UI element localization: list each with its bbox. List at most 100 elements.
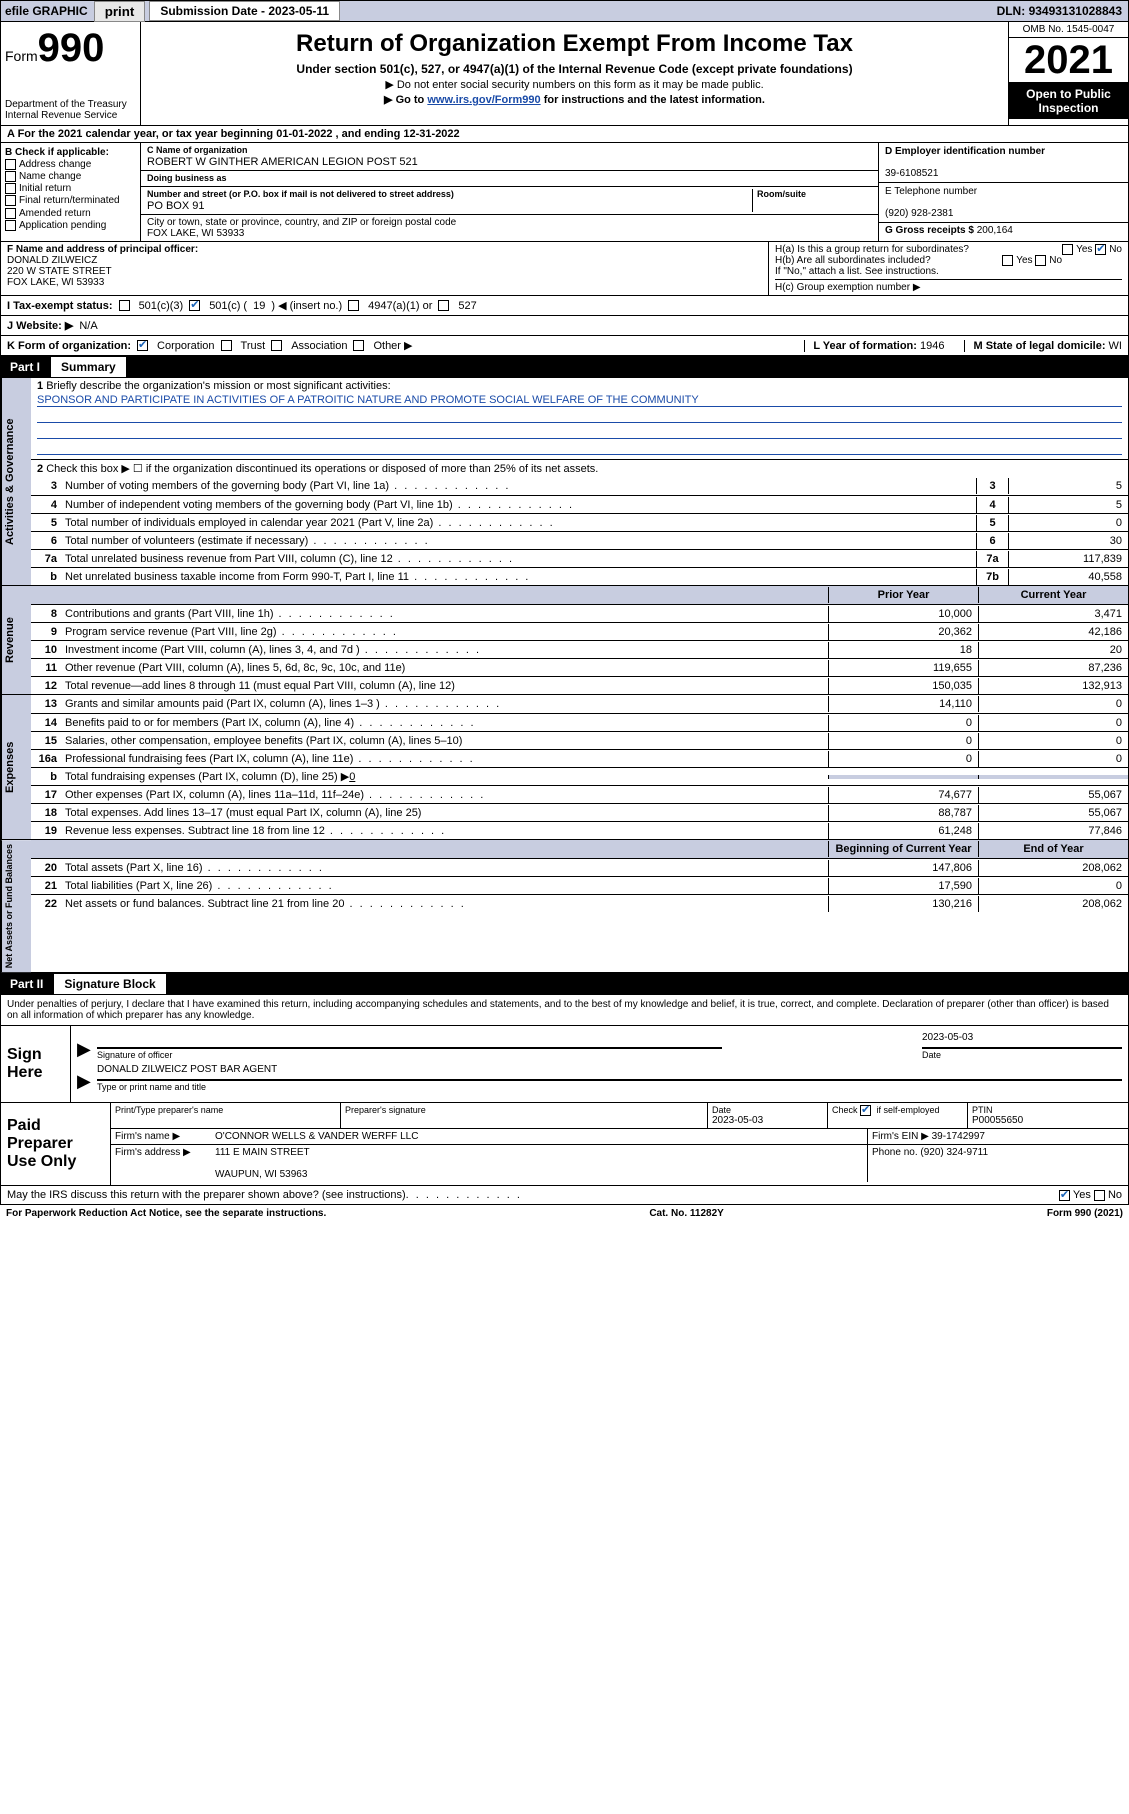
submission-date-label: Submission Date - bbox=[160, 4, 268, 18]
line-4: 4Number of independent voting members of… bbox=[31, 495, 1128, 513]
l-label: L Year of formation: bbox=[813, 340, 920, 352]
chk-app-pending[interactable] bbox=[5, 220, 16, 231]
chk-other[interactable] bbox=[353, 340, 364, 351]
prep-date: Date2023-05-03 bbox=[708, 1103, 828, 1128]
l14-prior: 0 bbox=[828, 715, 978, 731]
l1-value: SPONSOR AND PARTICIPATE IN ACTIVITIES OF… bbox=[37, 394, 1122, 407]
prep-signature[interactable]: Preparer's signature bbox=[341, 1103, 708, 1128]
print-button[interactable]: print bbox=[94, 1, 146, 22]
l15-desc: Salaries, other compensation, employee b… bbox=[61, 733, 828, 749]
lbl-4947: 4947(a)(1) or bbox=[368, 300, 432, 312]
footer-left: For Paperwork Reduction Act Notice, see … bbox=[6, 1208, 326, 1219]
line-16a: 16aProfessional fundraising fees (Part I… bbox=[31, 749, 1128, 767]
chk-ha-yes[interactable] bbox=[1062, 244, 1073, 255]
501c-number: 19 bbox=[253, 300, 265, 312]
hdr-curr: Current Year bbox=[978, 587, 1128, 603]
officer-name-field: DONALD ZILWEICZ POST BAR AGENT Type or p… bbox=[97, 1064, 1122, 1092]
org-name: ROBERT W GINTHER AMERICAN LEGION POST 52… bbox=[147, 156, 418, 168]
header-right: OMB No. 1545-0047 2021 Open to Public In… bbox=[1008, 22, 1128, 125]
header-left: Form990 Department of the Treasury Inter… bbox=[1, 22, 141, 125]
chk-address-change[interactable] bbox=[5, 159, 16, 170]
chk-initial-return[interactable] bbox=[5, 183, 16, 194]
line-2: 2 Check this box ▶ ☐ if the organization… bbox=[31, 459, 1128, 477]
tel-label: E Telephone number bbox=[885, 186, 977, 197]
l21-end: 0 bbox=[978, 878, 1128, 894]
chk-4947[interactable] bbox=[348, 300, 359, 311]
chk-irs-yes[interactable] bbox=[1059, 1190, 1070, 1201]
hb-yes: Yes bbox=[1016, 255, 1032, 266]
l15-prior: 0 bbox=[828, 733, 978, 749]
prep-date-value: 2023-05-03 bbox=[712, 1115, 763, 1126]
l11-prior: 119,655 bbox=[828, 660, 978, 676]
l9-desc: Program service revenue (Part VIII, line… bbox=[61, 624, 828, 640]
chk-501c[interactable] bbox=[189, 300, 200, 311]
ha-label: H(a) Is this a group return for subordin… bbox=[775, 244, 969, 255]
prep-row-1: Print/Type preparer's name Preparer's si… bbox=[111, 1103, 1128, 1129]
vlabel-revenue: Revenue bbox=[1, 586, 31, 694]
lbl-trust: Trust bbox=[241, 340, 266, 352]
lbl-initial-return: Initial return bbox=[19, 183, 71, 194]
chk-hb-no[interactable] bbox=[1035, 255, 1046, 266]
firm-ein-value: 39-1742997 bbox=[932, 1131, 985, 1142]
irs-link[interactable]: www.irs.gov/Form990 bbox=[427, 94, 540, 106]
section-governance: Activities & Governance 1 Briefly descri… bbox=[0, 378, 1129, 586]
dln-label: DLN: bbox=[997, 4, 1029, 18]
col-d: D Employer identification number 39-6108… bbox=[878, 143, 1128, 241]
city-value: FOX LAKE, WI 53933 bbox=[147, 228, 244, 239]
line-13: 13Grants and similar amounts paid (Part … bbox=[31, 695, 1128, 713]
room-label: Room/suite bbox=[757, 189, 806, 199]
chk-hb-yes[interactable] bbox=[1002, 255, 1013, 266]
rowF-label: F Name and address of principal officer: bbox=[7, 244, 198, 255]
chk-name-change[interactable] bbox=[5, 171, 16, 182]
sign-arrow-icon-2: ▶ bbox=[77, 1071, 97, 1092]
rowK-label: K Form of organization: bbox=[7, 340, 131, 352]
l3-val: 5 bbox=[1008, 478, 1128, 494]
col-c: C Name of organization ROBERT W GINTHER … bbox=[141, 143, 878, 241]
part1-header: Part I Summary bbox=[0, 356, 1129, 378]
chk-trust[interactable] bbox=[221, 340, 232, 351]
hb-no: No bbox=[1049, 255, 1062, 266]
officer-printed-name: DONALD ZILWEICZ POST BAR AGENT bbox=[97, 1064, 1122, 1080]
chk-amended[interactable] bbox=[5, 208, 16, 219]
chk-irs-no[interactable] bbox=[1094, 1190, 1105, 1201]
chk-final-return[interactable] bbox=[5, 195, 16, 206]
chk-ha-no[interactable] bbox=[1095, 244, 1106, 255]
cell-city: City or town, state or province, country… bbox=[141, 215, 878, 241]
form-label: Form bbox=[5, 48, 38, 64]
row-i-tax-status: I Tax-exempt status: 501(c)(3) 501(c) ( … bbox=[0, 296, 1129, 316]
chk-corporation[interactable] bbox=[137, 340, 148, 351]
vlabel-net: Net Assets or Fund Balances bbox=[1, 840, 31, 972]
l5-val: 0 bbox=[1008, 515, 1128, 531]
prep-print-name: Print/Type preparer's name bbox=[111, 1103, 341, 1128]
row-a-tax-year: A For the 2021 calendar year, or tax yea… bbox=[0, 126, 1129, 143]
m-label: M State of legal domicile: bbox=[973, 340, 1108, 352]
row-hc: H(c) Group exemption number ▶ bbox=[775, 279, 1122, 293]
l9-curr: 42,186 bbox=[978, 624, 1128, 640]
city-label: City or town, state or province, country… bbox=[147, 217, 456, 228]
l6-desc: Total number of volunteers (estimate if … bbox=[61, 533, 976, 549]
footer-right-b: 990 bbox=[1075, 1208, 1092, 1219]
row-l: L Year of formation: 1946 bbox=[804, 340, 944, 352]
row-hb: H(b) Are all subordinates included? Yes … bbox=[775, 255, 1122, 266]
sign-here-right: ▶ Signature of officer 2023-05-03 Date ▶… bbox=[71, 1026, 1128, 1102]
chk-501c3[interactable] bbox=[119, 300, 130, 311]
ha-no: No bbox=[1109, 244, 1122, 255]
sign-arrow-icon: ▶ bbox=[77, 1039, 97, 1060]
line-5: 5Total number of individuals employed in… bbox=[31, 513, 1128, 531]
form-note-2: ▶ Go to www.irs.gov/Form990 for instruct… bbox=[149, 93, 1000, 106]
l20-end: 208,062 bbox=[978, 860, 1128, 876]
line-8: 8Contributions and grants (Part VIII, li… bbox=[31, 604, 1128, 622]
row-fh: F Name and address of principal officer:… bbox=[0, 242, 1129, 296]
line-20: 20Total assets (Part X, line 16)147,8062… bbox=[31, 858, 1128, 876]
l20-desc: Total assets (Part X, line 16) bbox=[61, 860, 828, 876]
footer-right-a: Form bbox=[1047, 1208, 1075, 1219]
line-6: 6Total number of volunteers (estimate if… bbox=[31, 531, 1128, 549]
officer-name: DONALD ZILWEICZ bbox=[7, 255, 97, 266]
chk-527[interactable] bbox=[438, 300, 449, 311]
l19-curr: 77,846 bbox=[978, 823, 1128, 839]
chk-association[interactable] bbox=[271, 340, 282, 351]
chk-self-employed[interactable] bbox=[860, 1105, 871, 1116]
l1-label: Briefly describe the organization's miss… bbox=[46, 380, 390, 392]
revenue-header: Prior YearCurrent Year bbox=[31, 586, 1128, 604]
officer-signature-field[interactable]: Signature of officer bbox=[97, 1032, 722, 1060]
